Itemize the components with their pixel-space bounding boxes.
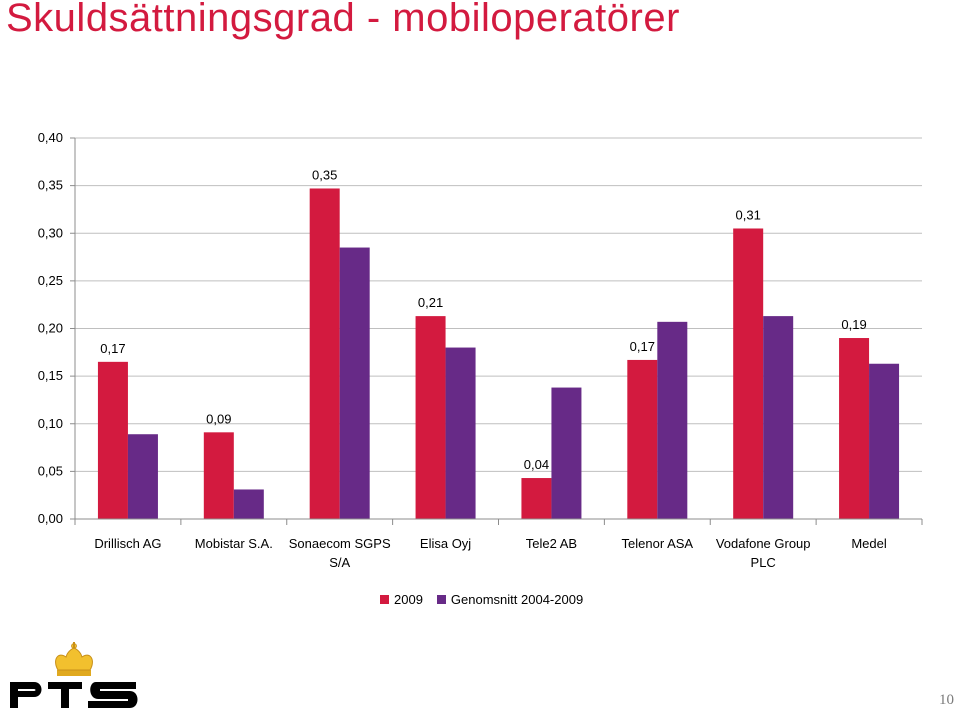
data-label: 0,04 [524,457,549,472]
gridlines [75,137,922,472]
bar-2009 [521,478,552,519]
bar-average [445,347,476,519]
y-tick-label: 0,05 [38,463,63,478]
data-label: 0,21 [418,295,443,310]
y-tick-label: 0,10 [38,416,63,431]
bar-average [657,321,688,519]
bar-chart: 0,170,090,350,210,040,170,310,19 0,000,0… [38,130,923,570]
bar-2009 [415,316,446,519]
x-tick-label: Elisa Oyj [420,536,471,551]
y-tick-label: 0,20 [38,321,63,336]
y-tick-label: 0,15 [38,368,63,383]
legend-item-average: Genomsnitt 2004-2009 [436,592,584,607]
pts-wordmark [10,682,138,708]
bar-2009 [627,359,658,519]
bar-2009 [203,432,234,519]
bar-average [551,387,582,519]
bar-2009 [839,338,870,519]
axes: 0,00 0,05 0,10 0,15 0,20 0,25 0,30 0,35 0,40 Dril… [38,130,923,570]
bar-average [233,489,264,519]
bar-average [869,363,900,519]
bar-average [763,316,794,519]
bars [97,188,900,520]
data-label: 0,19 [841,317,866,332]
x-tick-label: Mobistar S.A. [195,536,273,551]
data-label: 0,35 [312,167,337,182]
data-label: 0,17 [100,341,125,356]
bar-2009 [733,228,764,520]
x-tick-label: Drillisch AG [94,536,161,551]
bar-average [339,247,370,519]
x-tick-label: Sonaecom SGPS [289,536,391,551]
pts-logo [10,642,138,708]
legend-label: Genomsnitt 2004-2009 [450,592,584,607]
x-tick-label: PLC [751,555,776,570]
y-tick-label: 0,40 [38,130,63,145]
legend-label: 2009 [394,592,423,607]
x-tick-label: Telenor ASA [622,536,694,551]
bar-2009 [97,361,128,519]
page-number: 10 [939,692,954,708]
y-tick-label: 0,25 [38,273,63,288]
data-labels: 0,17 0,09 0,35 0,21 0,04 0,17 0,31 0,19 [100,167,866,472]
x-tick-label: Medel [851,536,887,551]
bar-2009 [309,188,340,520]
legend-swatch-purple [436,595,446,604]
y-tick-label: 0,30 [38,225,63,240]
y-tick-label: 0,35 [38,178,63,193]
x-tick-label: Tele2 AB [526,536,577,551]
data-label: 0,17 [630,339,655,354]
chart-legend: 2009 Genomsnitt 2004-2009 [380,592,597,607]
legend-item-2009: 2009 [380,592,423,607]
data-label: 0,09 [206,411,231,426]
slide-title: Skuldsättningsgrad - mobiloperatörer [6,0,680,40]
crown-icon [55,642,93,676]
y-tick-label: 0,00 [38,511,63,526]
legend-swatch-red [380,595,389,604]
x-tick-label: S/A [329,555,350,570]
data-label: 0,31 [736,207,761,222]
bar-average [127,434,158,519]
x-tick-label: Vodafone Group [716,536,811,551]
